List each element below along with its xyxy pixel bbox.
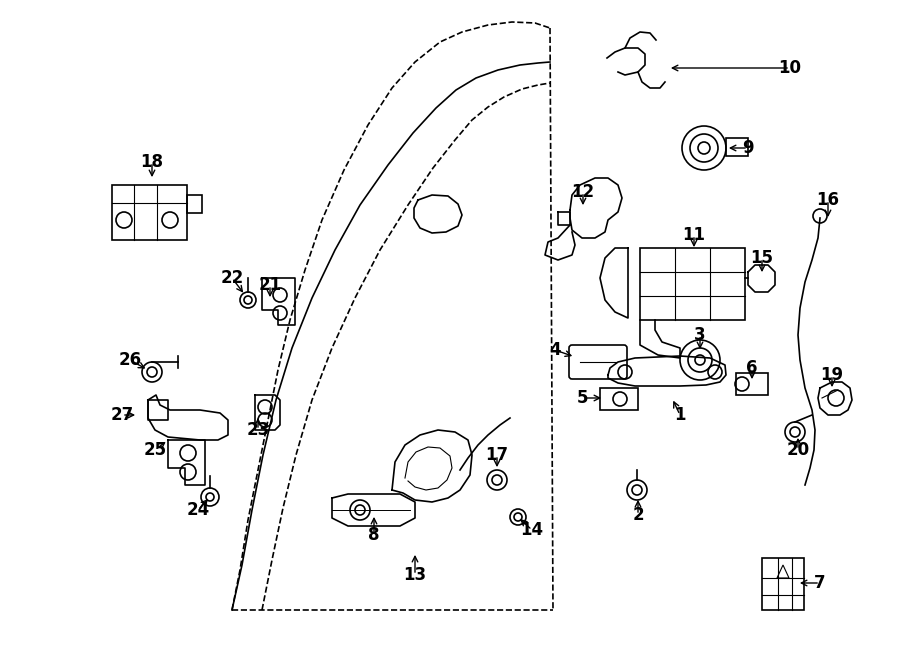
Text: 23: 23 bbox=[247, 421, 270, 439]
Text: 27: 27 bbox=[111, 406, 133, 424]
Text: 18: 18 bbox=[140, 153, 164, 171]
Bar bbox=[726, 138, 748, 156]
Text: 21: 21 bbox=[258, 276, 282, 294]
Text: 17: 17 bbox=[485, 446, 508, 464]
Bar bbox=[640, 248, 745, 320]
Text: 16: 16 bbox=[816, 191, 840, 209]
Text: 4: 4 bbox=[549, 341, 561, 359]
Text: 26: 26 bbox=[119, 351, 141, 369]
Bar bbox=[600, 388, 638, 410]
Text: 3: 3 bbox=[694, 326, 706, 344]
Text: 5: 5 bbox=[576, 389, 588, 407]
Text: 10: 10 bbox=[778, 59, 802, 77]
Text: 13: 13 bbox=[403, 566, 427, 584]
Text: 22: 22 bbox=[220, 269, 244, 287]
Bar bbox=[112, 185, 187, 240]
Text: 20: 20 bbox=[787, 441, 810, 459]
Text: 24: 24 bbox=[186, 501, 210, 519]
Text: 11: 11 bbox=[682, 226, 706, 244]
Text: 15: 15 bbox=[751, 249, 773, 267]
Text: 8: 8 bbox=[368, 526, 380, 544]
Text: 19: 19 bbox=[821, 366, 843, 384]
Bar bbox=[187, 195, 202, 213]
Text: 14: 14 bbox=[520, 521, 544, 539]
Bar bbox=[762, 558, 804, 610]
Text: 12: 12 bbox=[572, 183, 595, 201]
Text: 25: 25 bbox=[143, 441, 166, 459]
Text: 9: 9 bbox=[742, 139, 754, 157]
Text: 2: 2 bbox=[632, 506, 644, 524]
Bar bbox=[736, 373, 768, 395]
Text: 1: 1 bbox=[674, 406, 686, 424]
Text: 6: 6 bbox=[746, 359, 758, 377]
Text: 7: 7 bbox=[814, 574, 826, 592]
